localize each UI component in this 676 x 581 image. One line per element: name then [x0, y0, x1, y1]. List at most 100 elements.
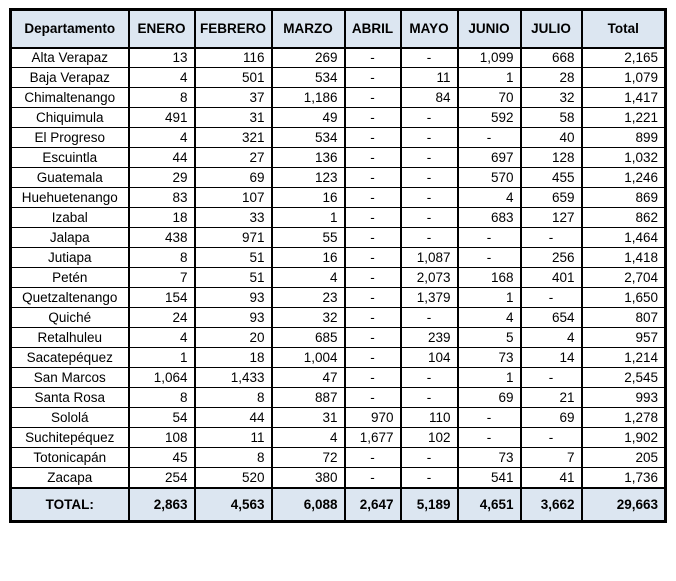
value-cell: 993 — [580, 387, 667, 408]
value-cell: 7 — [127, 267, 196, 288]
table-row: Guatemala 29 69 123- -570 455 1,246 — [9, 167, 667, 188]
table-footer: TOTAL: 2,863 4,563 6,088 2,647 5,189 4,651 3,66… — [9, 486, 667, 523]
value-cell: 654 — [519, 307, 583, 328]
value-cell: 8 — [127, 387, 196, 408]
value-cell: 20 — [193, 327, 273, 348]
value-cell: 1,418 — [580, 247, 667, 268]
value-cell: 438 — [127, 227, 196, 248]
value-cell: 957 — [580, 327, 667, 348]
value-cell: 123 — [270, 167, 346, 188]
table-body: Alta Verapaz 13 116 269- -1,099 668 2,165 Baja … — [9, 47, 667, 488]
value-cell: 33 — [193, 207, 273, 228]
value-cell: - — [343, 147, 402, 168]
value-cell: 1,087 — [399, 247, 459, 268]
table-row: Quiché 24 93 32- -4 654 807 — [9, 307, 667, 328]
value-cell: - — [343, 187, 402, 208]
value-cell: 1 — [270, 207, 346, 228]
value-cell: 18 — [193, 347, 273, 368]
value-cell: 24 — [127, 307, 196, 328]
column-header: Departamento — [9, 8, 130, 49]
value-cell: 239 — [399, 327, 459, 348]
value-cell: - — [343, 207, 402, 228]
value-cell: 269 — [270, 47, 346, 68]
value-cell: 491 — [127, 107, 196, 128]
value-cell: - — [343, 347, 402, 368]
value-cell: 4 — [270, 427, 346, 448]
column-header: ABRIL — [343, 8, 402, 49]
value-cell: 1,278 — [580, 407, 667, 428]
total-value-cell: 4,651 — [456, 486, 522, 523]
value-cell: - — [343, 67, 402, 88]
value-cell: 7 — [519, 447, 583, 468]
value-cell: 254 — [127, 467, 196, 488]
value-cell: 1,221 — [580, 107, 667, 128]
department-name: Chimaltenango — [9, 87, 130, 108]
value-cell: 1 — [456, 367, 522, 388]
value-cell: 116 — [193, 47, 273, 68]
table-row: Totonicapán 45 8 72- -73 7 205 — [9, 447, 667, 468]
value-cell: 44 — [193, 407, 273, 428]
value-cell: - — [343, 327, 402, 348]
department-name: San Marcos — [9, 367, 130, 388]
table-row: Santa Rosa 8 8 887- -69 21 993 — [9, 387, 667, 408]
value-cell: 31 — [270, 407, 346, 428]
table-row: Zacapa 254 520 380- -541 41 1,736 — [9, 467, 667, 488]
value-cell: 84 — [399, 87, 459, 108]
value-cell: - — [399, 307, 459, 328]
table-row: Sololá 54 44 31 970 110-69 1,278 — [9, 407, 667, 428]
value-cell: 205 — [580, 447, 667, 468]
table-row: Huehuetenango 83 107 16- -4 659 869 — [9, 187, 667, 208]
value-cell: 1,099 — [456, 47, 522, 68]
value-cell: - — [456, 427, 522, 448]
value-cell: - — [399, 167, 459, 188]
total-row: TOTAL: 2,863 4,563 6,088 2,647 5,189 4,651 3,66… — [9, 486, 667, 523]
value-cell: 570 — [456, 167, 522, 188]
department-name: Baja Verapaz — [9, 67, 130, 88]
value-cell: - — [399, 227, 459, 248]
department-name: Quetzaltenango — [9, 287, 130, 308]
total-value-cell: 6,088 — [270, 486, 346, 523]
total-value-cell: 2,647 — [343, 486, 402, 523]
value-cell: 697 — [456, 147, 522, 168]
value-cell: 51 — [193, 267, 273, 288]
department-name: Sololá — [9, 407, 130, 428]
value-cell: 541 — [456, 467, 522, 488]
value-cell: 455 — [519, 167, 583, 188]
table-row: San Marcos 1,064 1,433 47- -1-2,545 — [9, 367, 667, 388]
value-cell: - — [343, 247, 402, 268]
table-row: Jutiapa 8 51 16-1,087-256 1,418 — [9, 247, 667, 268]
value-cell: 93 — [193, 287, 273, 308]
value-cell: 1 — [456, 287, 522, 308]
column-header: JUNIO — [456, 8, 522, 49]
value-cell: 668 — [519, 47, 583, 68]
table-row: Escuintla 44 27 136- -697 128 1,032 — [9, 147, 667, 168]
value-cell: - — [343, 47, 402, 68]
value-cell: 28 — [519, 67, 583, 88]
value-cell: 45 — [127, 447, 196, 468]
value-cell: - — [519, 367, 583, 388]
value-cell: 1,079 — [580, 67, 667, 88]
value-cell: 1 — [456, 67, 522, 88]
value-cell: - — [343, 127, 402, 148]
value-cell: 2,704 — [580, 267, 667, 288]
value-cell: 110 — [399, 407, 459, 428]
table-row: Chiquimula 491 31 49- -592 58 1,221 — [9, 107, 667, 128]
value-cell: 5 — [456, 327, 522, 348]
value-cell: 659 — [519, 187, 583, 208]
value-cell: 37 — [193, 87, 273, 108]
value-cell: 2,165 — [580, 47, 667, 68]
value-cell: 18 — [127, 207, 196, 228]
department-name: El Progreso — [9, 127, 130, 148]
table-row: Sacatepéquez 1 18 1,004-104 73 14 1,214 — [9, 347, 667, 368]
value-cell: 4 — [519, 327, 583, 348]
department-name: Totonicapán — [9, 447, 130, 468]
value-cell: 11 — [399, 67, 459, 88]
value-cell: 136 — [270, 147, 346, 168]
value-cell: - — [343, 287, 402, 308]
total-label: TOTAL: — [9, 486, 130, 523]
department-name: Chiquimula — [9, 107, 130, 128]
value-cell: - — [399, 107, 459, 128]
value-cell: - — [519, 287, 583, 308]
value-cell: 1 — [127, 347, 196, 368]
value-cell: 73 — [456, 447, 522, 468]
